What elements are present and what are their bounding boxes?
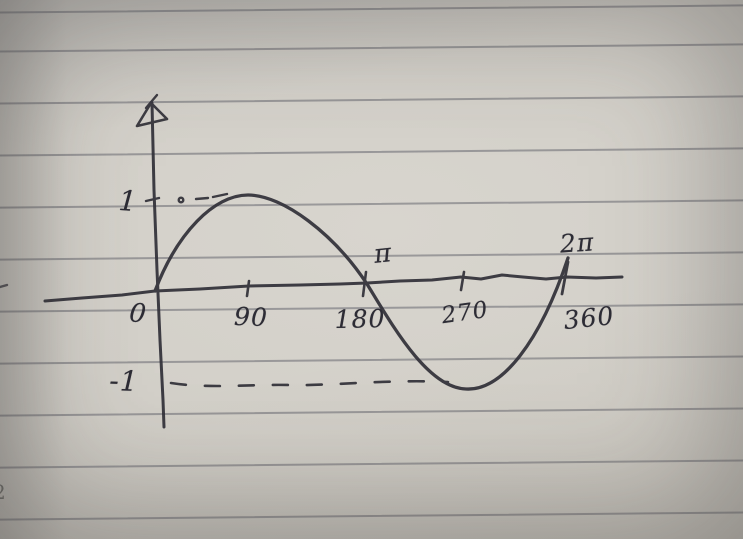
- y-tick-label-neg1: -1: [108, 363, 140, 399]
- x-tick-360: [560, 260, 570, 296]
- left-edge-ink-mark: [0, 283, 9, 289]
- y-tick-1: [144, 196, 161, 203]
- y-axis-arrow-tip-stroke: [144, 93, 159, 110]
- x-axis: [43, 273, 624, 303]
- x-tick-label-90: 90: [233, 301, 269, 333]
- peak-dash-guide: [177, 192, 229, 204]
- y-tick-label-1: 1: [117, 183, 139, 219]
- x-tick-90: [245, 279, 251, 298]
- y-axis-arrowhead-icon: [135, 101, 169, 128]
- two-pi-annotation-label: 2π: [558, 227, 596, 259]
- x-tick-label-180: 180: [334, 304, 386, 334]
- x-tick-label-0: 0: [127, 298, 149, 330]
- x-tick-270: [459, 270, 466, 292]
- x-tick-label-360: 360: [562, 300, 616, 336]
- page-number: 2: [0, 480, 6, 504]
- pi-annotation-label: π: [372, 238, 394, 270]
- trough-dash-guide: [169, 379, 450, 388]
- y-axis: [150, 101, 166, 429]
- sine-curve: [153, 193, 570, 391]
- x-tick-180: [361, 270, 368, 298]
